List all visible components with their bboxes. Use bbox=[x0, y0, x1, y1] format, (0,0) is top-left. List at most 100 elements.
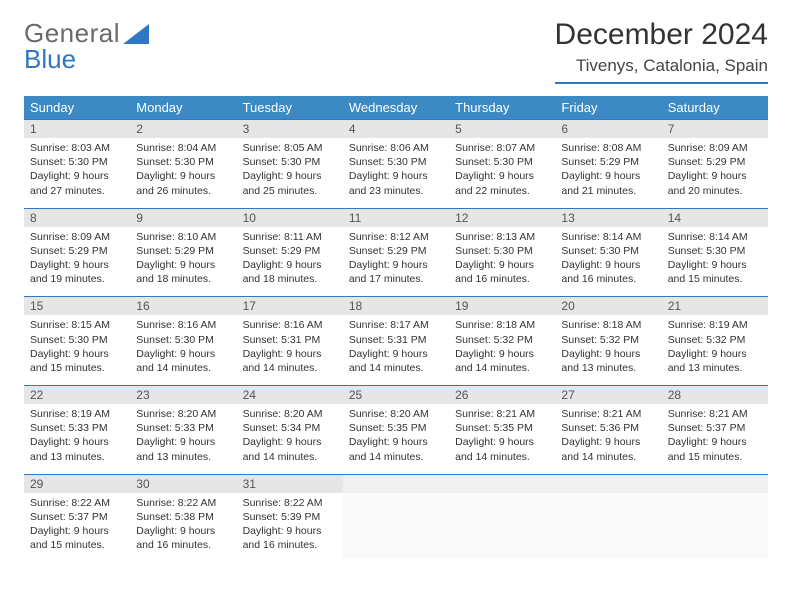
sunset-line: Sunset: 5:32 PM bbox=[668, 333, 762, 347]
day-body: Sunrise: 8:14 AMSunset: 5:30 PMDaylight:… bbox=[662, 227, 768, 297]
sunrise-line: Sunrise: 8:21 AM bbox=[668, 407, 762, 421]
day-body: Sunrise: 8:18 AMSunset: 5:32 PMDaylight:… bbox=[449, 315, 555, 385]
day-number: 15 bbox=[24, 297, 130, 315]
sunrise-line: Sunrise: 8:07 AM bbox=[455, 141, 549, 155]
logo-text-2: Blue bbox=[24, 44, 76, 75]
daylight-line: Daylight: 9 hours and 25 minutes. bbox=[243, 169, 337, 197]
sunrise-line: Sunrise: 8:06 AM bbox=[349, 141, 443, 155]
calendar-day-cell: 18Sunrise: 8:17 AMSunset: 5:31 PMDayligh… bbox=[343, 297, 449, 386]
day-number: 9 bbox=[130, 209, 236, 227]
day-body: Sunrise: 8:21 AMSunset: 5:37 PMDaylight:… bbox=[662, 404, 768, 474]
sunset-line: Sunset: 5:33 PM bbox=[30, 421, 124, 435]
calendar-day-cell: 5Sunrise: 8:07 AMSunset: 5:30 PMDaylight… bbox=[449, 120, 555, 209]
sunrise-line: Sunrise: 8:22 AM bbox=[136, 496, 230, 510]
calendar-week-row: 29Sunrise: 8:22 AMSunset: 5:37 PMDayligh… bbox=[24, 474, 768, 562]
calendar-day-cell: 25Sunrise: 8:20 AMSunset: 5:35 PMDayligh… bbox=[343, 386, 449, 475]
sunset-line: Sunset: 5:36 PM bbox=[561, 421, 655, 435]
daylight-line: Daylight: 9 hours and 14 minutes. bbox=[561, 435, 655, 463]
calendar-day-cell: 1Sunrise: 8:03 AMSunset: 5:30 PMDaylight… bbox=[24, 120, 130, 209]
day-number bbox=[343, 475, 449, 493]
sunrise-line: Sunrise: 8:04 AM bbox=[136, 141, 230, 155]
daylight-line: Daylight: 9 hours and 17 minutes. bbox=[349, 258, 443, 286]
sunrise-line: Sunrise: 8:20 AM bbox=[349, 407, 443, 421]
day-body: Sunrise: 8:15 AMSunset: 5:30 PMDaylight:… bbox=[24, 315, 130, 385]
dayhead-sun: Sunday bbox=[24, 96, 130, 120]
calendar-day-cell: 26Sunrise: 8:21 AMSunset: 5:35 PMDayligh… bbox=[449, 386, 555, 475]
sunrise-line: Sunrise: 8:21 AM bbox=[561, 407, 655, 421]
page-header: General December 2024 Tivenys, Catalonia… bbox=[24, 18, 768, 84]
daylight-line: Daylight: 9 hours and 23 minutes. bbox=[349, 169, 443, 197]
sunset-line: Sunset: 5:30 PM bbox=[136, 155, 230, 169]
daylight-line: Daylight: 9 hours and 14 minutes. bbox=[136, 347, 230, 375]
day-body: Sunrise: 8:14 AMSunset: 5:30 PMDaylight:… bbox=[555, 227, 661, 297]
day-body: Sunrise: 8:21 AMSunset: 5:35 PMDaylight:… bbox=[449, 404, 555, 474]
daylight-line: Daylight: 9 hours and 15 minutes. bbox=[668, 435, 762, 463]
sunrise-line: Sunrise: 8:13 AM bbox=[455, 230, 549, 244]
daylight-line: Daylight: 9 hours and 21 minutes. bbox=[561, 169, 655, 197]
daylight-line: Daylight: 9 hours and 16 minutes. bbox=[243, 524, 337, 552]
daylight-line: Daylight: 9 hours and 15 minutes. bbox=[668, 258, 762, 286]
day-number: 29 bbox=[24, 475, 130, 493]
calendar-day-cell: 4Sunrise: 8:06 AMSunset: 5:30 PMDaylight… bbox=[343, 120, 449, 209]
calendar-day-cell: 10Sunrise: 8:11 AMSunset: 5:29 PMDayligh… bbox=[237, 208, 343, 297]
calendar-day-cell: 2Sunrise: 8:04 AMSunset: 5:30 PMDaylight… bbox=[130, 120, 236, 209]
sunrise-line: Sunrise: 8:18 AM bbox=[455, 318, 549, 332]
day-body: Sunrise: 8:12 AMSunset: 5:29 PMDaylight:… bbox=[343, 227, 449, 297]
sunrise-line: Sunrise: 8:20 AM bbox=[136, 407, 230, 421]
sunrise-line: Sunrise: 8:16 AM bbox=[243, 318, 337, 332]
calendar-day-cell: 14Sunrise: 8:14 AMSunset: 5:30 PMDayligh… bbox=[662, 208, 768, 297]
sunset-line: Sunset: 5:37 PM bbox=[668, 421, 762, 435]
day-number: 28 bbox=[662, 386, 768, 404]
calendar-day-cell: 9Sunrise: 8:10 AMSunset: 5:29 PMDaylight… bbox=[130, 208, 236, 297]
sunrise-line: Sunrise: 8:14 AM bbox=[668, 230, 762, 244]
dayhead-tue: Tuesday bbox=[237, 96, 343, 120]
day-body: Sunrise: 8:22 AMSunset: 5:38 PMDaylight:… bbox=[130, 493, 236, 563]
sunset-line: Sunset: 5:30 PM bbox=[243, 155, 337, 169]
sunrise-line: Sunrise: 8:12 AM bbox=[349, 230, 443, 244]
day-body: Sunrise: 8:07 AMSunset: 5:30 PMDaylight:… bbox=[449, 138, 555, 208]
day-body: Sunrise: 8:20 AMSunset: 5:34 PMDaylight:… bbox=[237, 404, 343, 474]
dayhead-thu: Thursday bbox=[449, 96, 555, 120]
sunrise-line: Sunrise: 8:15 AM bbox=[30, 318, 124, 332]
daylight-line: Daylight: 9 hours and 14 minutes. bbox=[455, 347, 549, 375]
sunrise-line: Sunrise: 8:19 AM bbox=[668, 318, 762, 332]
daylight-line: Daylight: 9 hours and 16 minutes. bbox=[136, 524, 230, 552]
sunrise-line: Sunrise: 8:05 AM bbox=[243, 141, 337, 155]
day-number: 21 bbox=[662, 297, 768, 315]
day-body: Sunrise: 8:11 AMSunset: 5:29 PMDaylight:… bbox=[237, 227, 343, 297]
day-number bbox=[662, 475, 768, 493]
daylight-line: Daylight: 9 hours and 15 minutes. bbox=[30, 347, 124, 375]
sunrise-line: Sunrise: 8:09 AM bbox=[668, 141, 762, 155]
sunrise-line: Sunrise: 8:14 AM bbox=[561, 230, 655, 244]
sunset-line: Sunset: 5:33 PM bbox=[136, 421, 230, 435]
calendar-day-cell: 15Sunrise: 8:15 AMSunset: 5:30 PMDayligh… bbox=[24, 297, 130, 386]
title-group: December 2024 Tivenys, Catalonia, Spain bbox=[555, 18, 768, 84]
sunrise-line: Sunrise: 8:16 AM bbox=[136, 318, 230, 332]
calendar-day-cell: 12Sunrise: 8:13 AMSunset: 5:30 PMDayligh… bbox=[449, 208, 555, 297]
daylight-line: Daylight: 9 hours and 13 minutes. bbox=[136, 435, 230, 463]
day-number: 13 bbox=[555, 209, 661, 227]
sunset-line: Sunset: 5:29 PM bbox=[668, 155, 762, 169]
day-body: Sunrise: 8:20 AMSunset: 5:33 PMDaylight:… bbox=[130, 404, 236, 474]
day-body: Sunrise: 8:21 AMSunset: 5:36 PMDaylight:… bbox=[555, 404, 661, 474]
daylight-line: Daylight: 9 hours and 13 minutes. bbox=[561, 347, 655, 375]
calendar-day-cell bbox=[555, 474, 661, 562]
sunset-line: Sunset: 5:30 PM bbox=[136, 333, 230, 347]
dayhead-fri: Friday bbox=[555, 96, 661, 120]
calendar-day-cell: 20Sunrise: 8:18 AMSunset: 5:32 PMDayligh… bbox=[555, 297, 661, 386]
day-body: Sunrise: 8:16 AMSunset: 5:31 PMDaylight:… bbox=[237, 315, 343, 385]
day-body bbox=[449, 493, 555, 559]
day-header-row: Sunday Monday Tuesday Wednesday Thursday… bbox=[24, 96, 768, 120]
sunrise-line: Sunrise: 8:18 AM bbox=[561, 318, 655, 332]
calendar-day-cell: 31Sunrise: 8:22 AMSunset: 5:39 PMDayligh… bbox=[237, 474, 343, 562]
day-number: 19 bbox=[449, 297, 555, 315]
calendar-day-cell: 17Sunrise: 8:16 AMSunset: 5:31 PMDayligh… bbox=[237, 297, 343, 386]
sunset-line: Sunset: 5:38 PM bbox=[136, 510, 230, 524]
sunrise-line: Sunrise: 8:10 AM bbox=[136, 230, 230, 244]
day-body: Sunrise: 8:13 AMSunset: 5:30 PMDaylight:… bbox=[449, 227, 555, 297]
sunset-line: Sunset: 5:29 PM bbox=[561, 155, 655, 169]
calendar-table: Sunday Monday Tuesday Wednesday Thursday… bbox=[24, 96, 768, 562]
calendar-day-cell: 16Sunrise: 8:16 AMSunset: 5:30 PMDayligh… bbox=[130, 297, 236, 386]
day-number: 6 bbox=[555, 120, 661, 138]
day-number: 2 bbox=[130, 120, 236, 138]
